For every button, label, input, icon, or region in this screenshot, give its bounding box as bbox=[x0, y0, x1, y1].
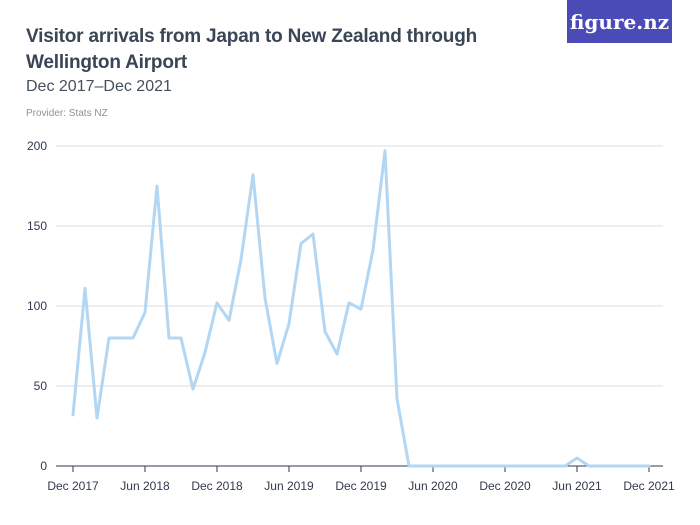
data-point[interactable] bbox=[550, 463, 556, 469]
y-tick-label: 100 bbox=[27, 299, 47, 313]
x-tick-label: Dec 2020 bbox=[479, 479, 531, 493]
chart-title: Visitor arrivals from Japan to New Zeala… bbox=[26, 26, 478, 73]
data-point[interactable] bbox=[190, 386, 196, 392]
data-point[interactable] bbox=[394, 396, 400, 402]
x-tick-label: Jun 2021 bbox=[552, 479, 602, 493]
data-point[interactable] bbox=[166, 335, 172, 341]
data-point[interactable] bbox=[586, 463, 592, 469]
data-point[interactable] bbox=[406, 463, 412, 469]
data-point[interactable] bbox=[154, 183, 160, 189]
data-point[interactable] bbox=[358, 306, 364, 312]
series-line bbox=[71, 149, 651, 468]
data-point[interactable] bbox=[286, 321, 292, 327]
data-point[interactable] bbox=[310, 231, 316, 237]
series-group bbox=[70, 148, 652, 469]
y-tick-label: 50 bbox=[34, 379, 48, 393]
data-point[interactable] bbox=[418, 463, 424, 469]
gridlines bbox=[56, 145, 663, 387]
data-point[interactable] bbox=[274, 361, 280, 367]
data-point[interactable] bbox=[202, 349, 208, 355]
data-point[interactable] bbox=[106, 335, 112, 341]
data-point[interactable] bbox=[622, 463, 628, 469]
x-tick-label: Dec 2019 bbox=[335, 479, 387, 493]
data-point[interactable] bbox=[490, 463, 496, 469]
data-point[interactable] bbox=[634, 463, 640, 469]
data-point[interactable] bbox=[370, 247, 376, 253]
x-tick-label: Dec 2021 bbox=[623, 479, 675, 493]
data-point[interactable] bbox=[118, 335, 124, 341]
x-tick-label: Jun 2018 bbox=[120, 479, 170, 493]
data-point[interactable] bbox=[430, 463, 436, 469]
provider-label: Provider: Stats NZ bbox=[26, 108, 108, 119]
data-point[interactable] bbox=[454, 463, 460, 469]
data-point[interactable] bbox=[298, 241, 304, 247]
x-axis: Dec 2017 Jun 2018 Dec 2018 Jun 2019 Dec 2019… bbox=[47, 465, 675, 493]
data-point[interactable] bbox=[346, 300, 352, 306]
data-point[interactable] bbox=[478, 463, 484, 469]
data-point[interactable] bbox=[382, 148, 388, 154]
data-point[interactable] bbox=[322, 329, 328, 335]
data-point[interactable] bbox=[610, 463, 616, 469]
data-point[interactable] bbox=[538, 463, 544, 469]
data-point[interactable] bbox=[238, 257, 244, 263]
data-point[interactable] bbox=[442, 463, 448, 469]
data-point[interactable] bbox=[226, 317, 232, 323]
data-point[interactable] bbox=[214, 300, 220, 306]
data-point[interactable] bbox=[82, 285, 88, 291]
data-point[interactable] bbox=[526, 463, 532, 469]
data-point[interactable] bbox=[646, 463, 652, 469]
x-tick-label: Jun 2019 bbox=[264, 479, 314, 493]
y-axis-tick-labels: 0 50 100 150 200 bbox=[27, 139, 47, 473]
data-point[interactable] bbox=[178, 335, 184, 341]
data-point[interactable] bbox=[250, 172, 256, 178]
data-point[interactable] bbox=[598, 463, 604, 469]
data-point[interactable] bbox=[130, 335, 136, 341]
data-point[interactable] bbox=[334, 351, 340, 357]
data-point[interactable] bbox=[142, 309, 148, 315]
data-point[interactable] bbox=[94, 415, 100, 421]
data-point[interactable] bbox=[502, 463, 508, 469]
data-point[interactable] bbox=[262, 295, 268, 301]
y-tick-label: 0 bbox=[40, 459, 47, 473]
y-tick-label: 150 bbox=[27, 219, 47, 233]
x-tick-label: Jun 2020 bbox=[408, 479, 458, 493]
x-tick-label: Dec 2017 bbox=[47, 479, 99, 493]
data-point[interactable] bbox=[70, 412, 76, 418]
data-point[interactable] bbox=[574, 455, 580, 461]
x-tick-label: Dec 2018 bbox=[191, 479, 243, 493]
data-point[interactable] bbox=[562, 463, 568, 469]
y-tick-label: 200 bbox=[27, 139, 47, 153]
data-point[interactable] bbox=[466, 463, 472, 469]
chart-subtitle: Dec 2017–Dec 2021 bbox=[26, 78, 172, 95]
figure-nz-logo[interactable]: figure.nz bbox=[567, 0, 672, 43]
data-point[interactable] bbox=[514, 463, 520, 469]
